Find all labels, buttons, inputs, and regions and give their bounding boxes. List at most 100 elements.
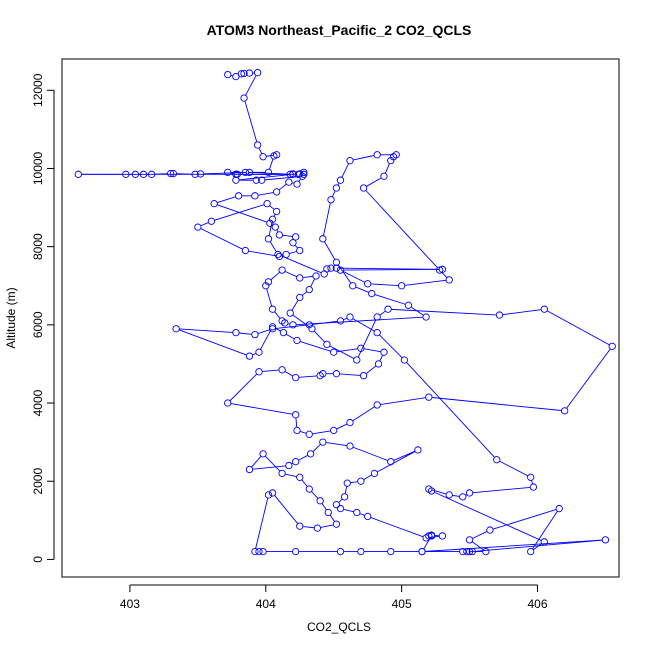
data-point [346,156,354,165]
series-line-segment [337,348,358,353]
data-point [245,69,254,77]
data-point [241,168,250,177]
data-point [264,491,273,499]
data-point [305,430,313,438]
series-line-segment [262,369,279,372]
series-line-segment [353,446,388,461]
series-line-segment [200,228,243,250]
data-point [319,438,327,446]
data-point [255,547,263,556]
series-line-segment [274,311,281,319]
data-point [251,547,259,556]
data-point [327,264,335,272]
data-point [293,180,301,188]
data-point [148,170,156,178]
series-line-segment [377,451,416,473]
series-line-segment [214,204,265,221]
data-point [259,153,267,161]
data-point [349,282,357,290]
data-point [336,317,345,325]
data-point [380,348,388,356]
series-line-segment [252,353,257,356]
data-point [486,526,494,534]
data-point [289,239,297,247]
series-line-segment [312,430,331,435]
data-point [463,547,471,556]
series-line-segment [155,173,168,175]
data-point [324,508,332,517]
series-line-segment [434,491,542,541]
data-point [258,176,266,184]
series-line-segment [329,515,335,522]
series-line-segment [258,147,263,154]
series-line-segment [452,494,460,497]
x-axis: 403 404 405 406 [120,584,548,611]
series-line-segment [300,341,331,352]
data-point [305,485,313,493]
data-point [292,373,300,382]
series-line-segment [357,319,377,358]
series-line-segment [255,498,269,549]
data-point [253,141,262,149]
data-point [374,360,383,368]
series-line-segment [344,486,348,494]
data-point [282,250,290,259]
data-point [316,497,324,505]
data-point [289,170,297,178]
data-point [306,450,315,458]
data-point [272,188,281,196]
series-line-segment [200,222,209,227]
series-line-segment [391,308,497,316]
data-point [296,246,304,255]
series-line-segment [547,310,610,346]
x-tick-label: 405 [392,597,412,611]
series-line-segment [566,348,611,409]
y-axis-label: Altitude (m) [4,287,18,348]
data-point [292,547,300,556]
data-point [332,258,341,266]
data-point [323,340,331,349]
series-line-segment [343,317,348,321]
series-line-segment [432,397,562,411]
series-line-segment [384,163,390,174]
series-line-segment [404,279,446,286]
data-point [392,151,400,159]
data-point [359,184,368,192]
y-tick-label: 4000 [31,389,45,416]
data-point [232,176,240,184]
series-line-segment [280,255,322,274]
data-point [364,512,372,521]
data-point [330,426,338,435]
y-tick-label: 12000 [31,73,45,107]
data-point [240,94,248,102]
data-point [387,547,395,556]
data-point [427,487,436,495]
series-line-segment [472,541,484,550]
series-line-segment [323,202,331,236]
series-line-segment [266,154,274,157]
data-point [74,170,82,178]
series-line-segment [285,473,297,478]
series-line-segment [217,196,236,204]
series-line-segment [275,328,281,332]
y-tick-label: 6000 [31,311,45,338]
series-line-segment [499,460,528,477]
series-line-segment [355,286,369,293]
data-point [264,168,273,177]
data-point [210,199,218,208]
data-point [340,493,349,501]
data-point [384,305,392,313]
series-line-segment [374,294,406,305]
data-point [400,356,409,364]
y-tick-label: 2000 [31,468,45,495]
data-point [540,538,548,546]
data-point [357,344,365,352]
data-point [169,169,178,178]
series-line-segment [269,159,274,170]
series-line-segment [266,288,273,307]
series-line-segment [379,355,383,362]
data-point [332,370,341,378]
data-point [313,524,322,532]
chart-title: ATOM3 Northeast_Pacific_2 CO2_QCLS [207,22,472,38]
series-line-segment [472,531,488,539]
